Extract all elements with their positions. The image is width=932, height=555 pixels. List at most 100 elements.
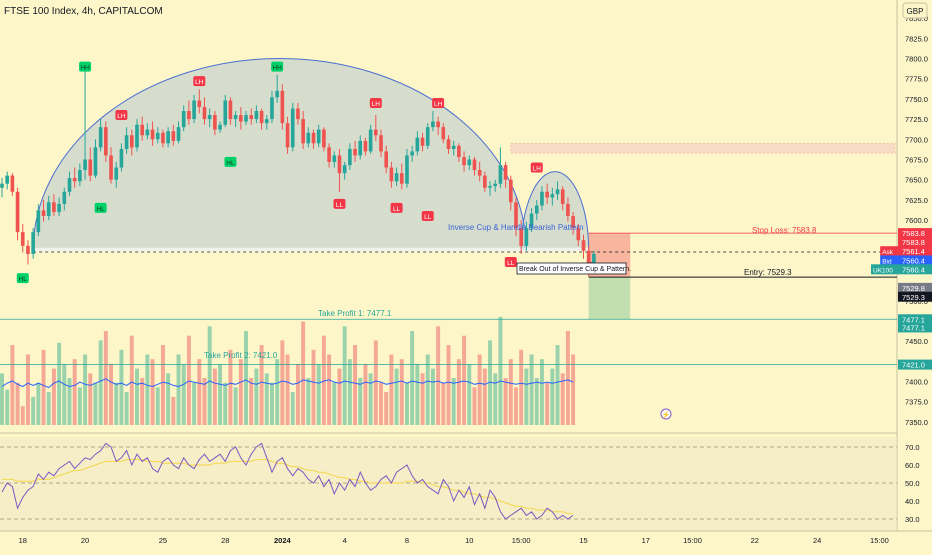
pivot-label-badge: [390, 202, 403, 213]
rsi-layer: [0, 442, 897, 520]
volume-bar: [119, 349, 124, 425]
price-tag-bg: [898, 282, 932, 293]
price-tag-prefix-bg: [880, 246, 898, 257]
time-tick-label: 18: [19, 536, 27, 545]
price-tag-text: 7529.3: [902, 293, 925, 302]
time-tick-label: 22: [751, 536, 759, 545]
price-tag-bg: [898, 291, 932, 302]
volume-bar: [394, 368, 399, 425]
volume-bar: [477, 354, 482, 425]
price-tag-prefix-bg: [871, 264, 898, 275]
candle-body: [114, 167, 119, 180]
candle-body: [394, 173, 399, 182]
pivot-label-text: LH: [195, 79, 204, 86]
candle-body: [560, 189, 565, 204]
volume-bar: [404, 382, 409, 425]
volume-bar: [192, 382, 197, 425]
volume-bar: [228, 349, 233, 425]
entry-label: Entry: 7529.3: [744, 268, 792, 277]
candle-body: [140, 124, 144, 136]
rsi-tick-label: 30.0: [905, 515, 920, 524]
pivot-label-badge: [16, 273, 29, 284]
pivot-label-badge: [115, 110, 128, 121]
price-tag-prefix-bg: [880, 255, 898, 266]
volume-bar: [316, 363, 321, 425]
volume-bar: [555, 345, 560, 425]
candle-body: [514, 202, 518, 229]
candles-layer: [0, 70, 596, 277]
take-profit-zone: [588, 277, 631, 320]
candle-body: [202, 106, 207, 120]
candle-body: [119, 148, 124, 168]
currency-button[interactable]: [902, 2, 928, 19]
pivot-label-text: LL: [393, 206, 401, 213]
price-tag-bg: [898, 264, 932, 275]
time-tick-label: 2024: [274, 536, 292, 545]
volume-bar: [514, 387, 518, 425]
volume-bar: [545, 382, 550, 425]
time-tick-label: 20: [81, 536, 89, 545]
price-tag-text: 7477.1: [902, 315, 925, 324]
time-tick-label: 4: [343, 536, 347, 545]
volume-bar: [503, 378, 508, 425]
candle-body: [384, 151, 389, 168]
pivot-label-text: LL: [424, 214, 432, 221]
pivot-label-badge: [271, 61, 284, 72]
candle-body: [166, 131, 170, 144]
pivot-label-text: HH: [80, 65, 90, 72]
time-tick-label: 15: [579, 536, 587, 545]
candle-body: [425, 127, 430, 146]
candle-body: [88, 159, 93, 176]
volume-bar: [181, 363, 186, 425]
volume-bar: [57, 342, 62, 425]
candle-body: [0, 183, 4, 188]
candle-body: [363, 140, 368, 152]
volume-bar: [0, 373, 4, 425]
pivot-label-badge: [432, 97, 445, 108]
price-tag-bg: [898, 228, 932, 239]
candle-body: [431, 121, 435, 128]
candle-body: [472, 159, 477, 170]
volume-bar: [285, 354, 290, 425]
volume-bar: [524, 368, 529, 425]
pivot-label-badge: [79, 61, 92, 72]
candle-body: [290, 108, 295, 148]
volume-bar: [384, 392, 389, 425]
price-tag-prefix: Ask: [882, 249, 894, 256]
pivot-label-badge: [94, 202, 107, 213]
volume-bar: [534, 378, 539, 425]
volume-bar: [88, 373, 93, 425]
volume-bar: [508, 359, 513, 425]
pivot-label-badge: [224, 156, 237, 167]
candle-body: [592, 253, 596, 269]
volume-bar: [264, 373, 269, 425]
candle-body: [15, 191, 20, 233]
pivot-label-text: LH: [533, 166, 542, 173]
price-tick-label: 7600.0: [905, 216, 928, 225]
candle-body: [436, 121, 440, 128]
candle-body: [5, 175, 10, 184]
pivot-label-text: LH: [117, 113, 126, 120]
volume-bar: [446, 345, 451, 425]
pivot-label-badge: [530, 162, 543, 173]
price-tick-label: 7800.0: [905, 55, 928, 64]
volume-bar: [197, 359, 202, 425]
rsi-tick-label: 40.0: [905, 497, 920, 506]
candle-body: [228, 100, 233, 120]
candle-body: [254, 111, 259, 120]
pivot-label-text: HL: [19, 276, 28, 283]
price-tick-label: 7400.0: [905, 378, 928, 387]
candle-body: [213, 115, 217, 130]
lightning-icon[interactable]: [660, 408, 672, 420]
volume-bar: [550, 368, 555, 425]
price-tag-text: 7529.8: [902, 284, 925, 293]
candle-body: [197, 100, 202, 107]
candle-body: [26, 245, 30, 254]
rsi-ma-line: [2, 459, 574, 515]
volume-bar: [129, 335, 134, 425]
time-tick-label: 17: [642, 536, 650, 545]
rsi-tick-label: 70.0: [905, 443, 920, 452]
volume-bar: [259, 345, 264, 425]
candle-body: [576, 228, 581, 241]
